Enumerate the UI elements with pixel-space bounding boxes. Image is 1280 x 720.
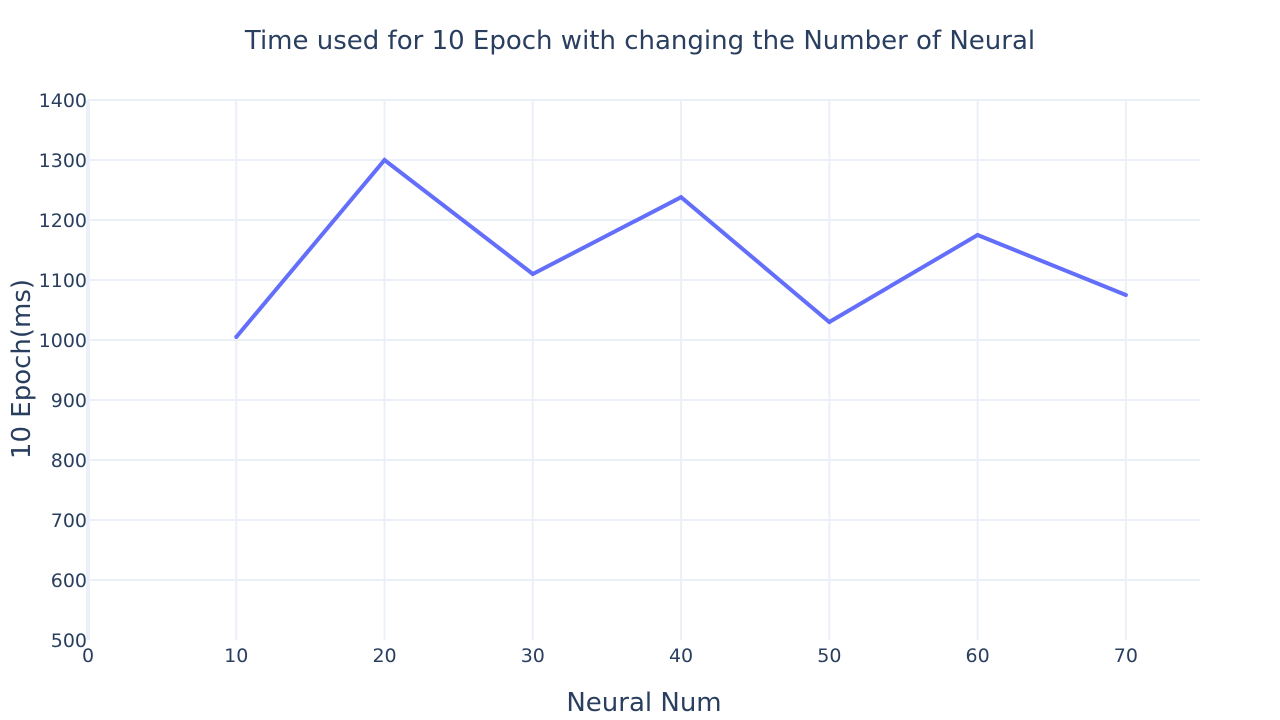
y-tick-label: 1200 xyxy=(39,210,87,232)
x-tick-label: 20 xyxy=(372,645,396,667)
data-point xyxy=(234,335,239,339)
x-tick-label: 40 xyxy=(669,645,693,667)
x-tick-label: 30 xyxy=(521,645,545,667)
y-tick-label: 500 xyxy=(51,630,87,652)
y-tick-label: 900 xyxy=(51,390,87,412)
y-tick-label: 1000 xyxy=(39,330,87,352)
y-tick-label: 1400 xyxy=(39,90,87,112)
data-point xyxy=(679,195,684,200)
y-axis-title: 10 Epoch(ms) xyxy=(7,279,37,459)
y-axis-ticks: 500 600 700 800 900 1000 1100 1200 1300 1400 xyxy=(39,90,87,652)
data-point xyxy=(975,233,980,237)
data-point xyxy=(382,158,387,162)
y-tick-label: 1100 xyxy=(39,270,87,292)
x-axis-title: Neural Num xyxy=(566,688,721,718)
data-point xyxy=(530,272,535,276)
y-tick-label: 600 xyxy=(51,570,87,592)
y-tick-label: 700 xyxy=(51,510,87,532)
x-tick-label: 50 xyxy=(817,645,841,667)
x-tick-label: 0 xyxy=(82,645,94,667)
x-tick-label: 70 xyxy=(1114,645,1138,667)
x-axis-ticks: 0 10 20 30 40 50 60 70 xyxy=(82,645,1138,667)
chart-title: Time used for 10 Epoch with changing the… xyxy=(244,26,1035,56)
x-tick-label: 60 xyxy=(966,645,990,667)
x-tick-label: 10 xyxy=(224,645,248,667)
data-point xyxy=(827,320,832,324)
y-tick-label: 1300 xyxy=(39,150,87,172)
series-layer xyxy=(234,157,1128,339)
y-tick-label: 800 xyxy=(51,450,87,472)
data-point xyxy=(1123,293,1128,297)
gridlines xyxy=(88,99,1200,640)
